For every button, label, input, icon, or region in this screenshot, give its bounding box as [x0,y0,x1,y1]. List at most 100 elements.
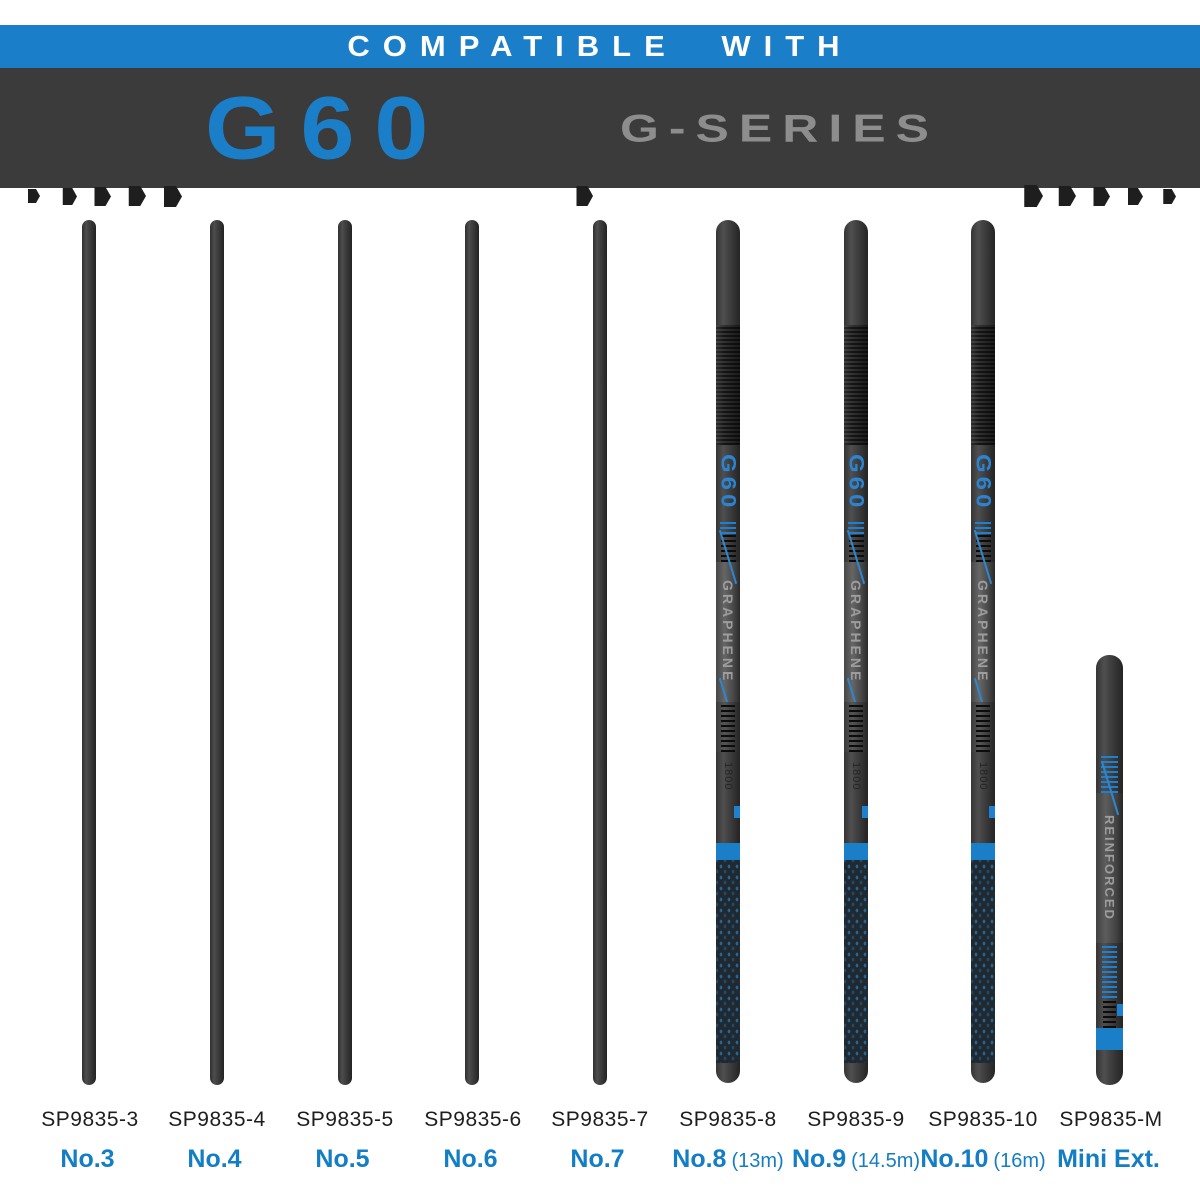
pole-code-label: SP9835-9 [807,1108,905,1131]
pole-joint [716,800,740,843]
black-barcode-stripes [971,702,995,752]
grip-texture [971,860,995,1063]
pole-size-label: (16m) [993,1150,1046,1172]
pole-number-label: No.8 [672,1145,727,1173]
hexagon-icon [62,188,77,205]
blue-band [1096,1028,1123,1050]
graphene-area: GRAPHENE [844,562,868,702]
graphene-label: GRAPHENE [975,580,991,684]
hexagon-icon [28,189,40,203]
graphene-label: GRAPHENE [848,580,864,684]
pole-code-label: SP9835-M [1059,1108,1163,1131]
graphene-area: GRAPHENE [716,562,740,702]
blue-barcode-stripes [971,520,995,534]
pole-number-label: No.9 [791,1145,847,1173]
pole-label-no7: SP9835-7 No.7 [530,1108,670,1174]
pole-top [1096,655,1123,753]
pole-section-no7 [593,220,607,1085]
carbon-weave-texture [716,325,740,445]
pole-section-no3 [82,220,96,1085]
g60-logo: G60 [205,77,449,178]
pole-code-label: SP9835-7 [551,1108,649,1131]
blue-barcode-stripes [844,520,868,534]
g-series-label: G-SERIES [620,106,939,150]
hexagon-icon [1093,187,1110,206]
graphene-area: GRAPHENE [971,562,995,702]
pole-number-label: No.3 [60,1145,115,1173]
pole-bottom [716,1063,740,1083]
grip-texture [716,860,740,1063]
header-band [0,68,1200,207]
pole-section-mini-ext: REINFORCED [1096,655,1123,1085]
pole-number-label: No.6 [443,1145,498,1173]
pole-g60-logo: G60 [844,453,868,512]
length-code: 1800 [977,761,989,791]
pole-label-no4: SP9835-4 No.4 [147,1108,287,1174]
pole-code-label: SP9835-6 [424,1108,522,1131]
blue-tab-mark [989,806,995,818]
length-code: 1800 [850,761,862,791]
pole-number-label: No.10 [920,1145,989,1173]
pole-top [716,220,740,325]
pole-number-label: No.4 [187,1145,242,1173]
blue-band [716,843,740,860]
pole-number-label: No.7 [570,1145,625,1173]
pole-number-label: No.5 [315,1145,370,1173]
pole-bottom [1096,1050,1123,1085]
pole-label-no5: SP9835-5 No.5 [275,1108,415,1174]
banner-text: COMPATIBLE WITH [347,29,853,63]
pole-g60-logo: G60 [971,453,995,512]
length-code: 1800 [722,761,734,791]
reinforced-area: REINFORCED [1096,793,1123,943]
pole-label-no10: SP9835-10 No.10 (16m) [913,1108,1053,1174]
blue-band [844,843,868,860]
pole-code-label: SP9835-3 [41,1108,139,1131]
pole-label-no6: SP9835-6 No.6 [403,1108,543,1174]
pole-size-label: (14.5m) [851,1150,921,1172]
pole-section-no10: G60 GRAPHENE 1800 [971,220,995,1083]
pole-section-no6 [465,220,479,1085]
pole-bottom [971,1063,995,1083]
hexagon-icon [94,187,111,206]
compatible-banner: COMPATIBLE WITH [0,25,1200,68]
pole-label-mini-ext: SP9835-M Mini Ext. [1041,1108,1181,1174]
blue-tab-mark [862,806,868,818]
blue-band [971,843,995,860]
pole-section-no8: G60 GRAPHENE 1800 [716,220,740,1083]
grip-texture [844,860,868,1063]
blue-barcode-stripes [1096,943,1123,998]
pole-logo-area: G60 [844,445,868,520]
pole-joint [971,800,995,843]
pole-code-label: SP9835-4 [168,1108,266,1131]
pole-label-no8: SP9835-8 No.8 (13m) [658,1108,798,1174]
pole-code-label: SP9835-5 [296,1108,394,1131]
pole-joint [1096,998,1123,1028]
length-code-area: 1800 [844,752,868,800]
pole-code-label: SP9835-10 [928,1108,1038,1131]
blue-barcode-stripes [716,520,740,534]
blue-tab-mark [1117,1004,1123,1016]
hexagon-icon [1024,185,1043,207]
pole-section-no9: G60 GRAPHENE 1800 [844,220,868,1083]
pole-top [844,220,868,325]
pole-top [971,220,995,325]
length-code-area: 1800 [971,752,995,800]
pole-section-no4 [210,220,224,1085]
pole-logo-area: G60 [971,445,995,520]
pole-size-label: (13m) [731,1150,784,1172]
carbon-weave-texture [844,325,868,445]
black-barcode-stripes [844,702,868,752]
length-code-area: 1800 [716,752,740,800]
pole-code-label: SP9835-8 [679,1108,777,1131]
pole-logo-area: G60 [716,445,740,520]
pole-number-label: Mini Ext. [1057,1145,1160,1173]
hexagon-icon [164,186,182,207]
hexagon-icon [1128,188,1143,205]
reinforced-label: REINFORCED [1102,815,1117,921]
hexagon-icon [576,186,593,206]
blue-tab-mark [734,806,740,818]
pole-joint [844,800,868,843]
black-barcode-stripes [716,702,740,752]
pole-bottom [844,1063,868,1083]
pole-label-no9: SP9835-9 No.9 (14.5m) [786,1108,926,1174]
